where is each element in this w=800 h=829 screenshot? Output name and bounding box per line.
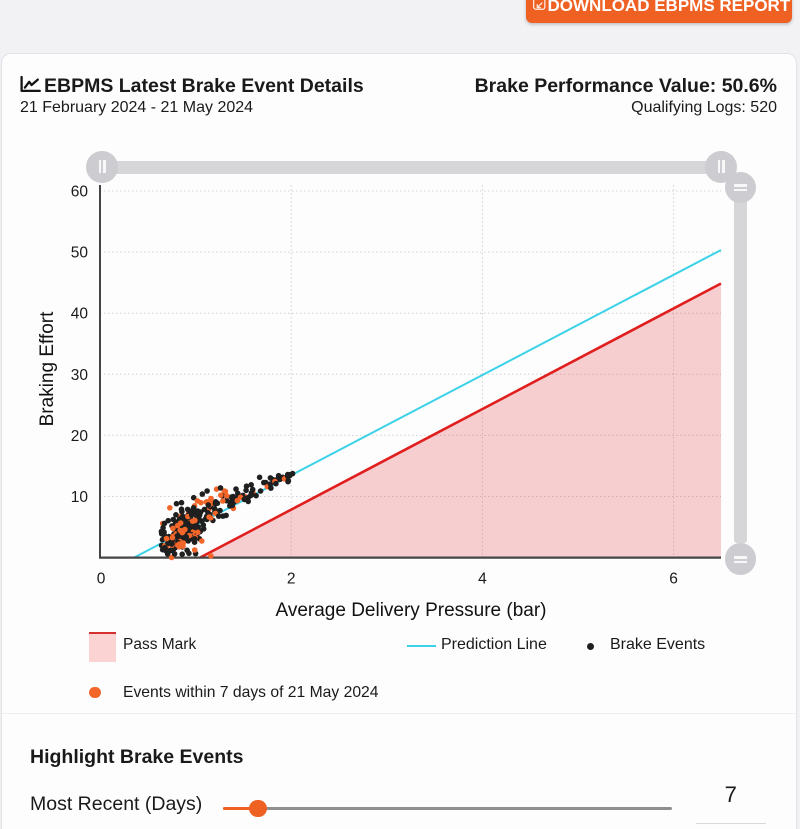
svg-text:2: 2 [287, 571, 296, 588]
svg-text:Braking Effort: Braking Effort [37, 311, 58, 426]
svg-text:0: 0 [97, 571, 106, 588]
svg-text:4: 4 [478, 571, 487, 588]
svg-text:60: 60 [71, 184, 89, 201]
svg-text:30: 30 [71, 367, 89, 384]
svg-text:Average Delivery Pressure (bar: Average Delivery Pressure (bar) [275, 600, 546, 621]
svg-text:6: 6 [669, 571, 678, 588]
svg-text:50: 50 [71, 245, 89, 262]
svg-text:10: 10 [71, 489, 89, 506]
svg-text:20: 20 [71, 428, 89, 445]
svg-text:40: 40 [71, 306, 89, 323]
